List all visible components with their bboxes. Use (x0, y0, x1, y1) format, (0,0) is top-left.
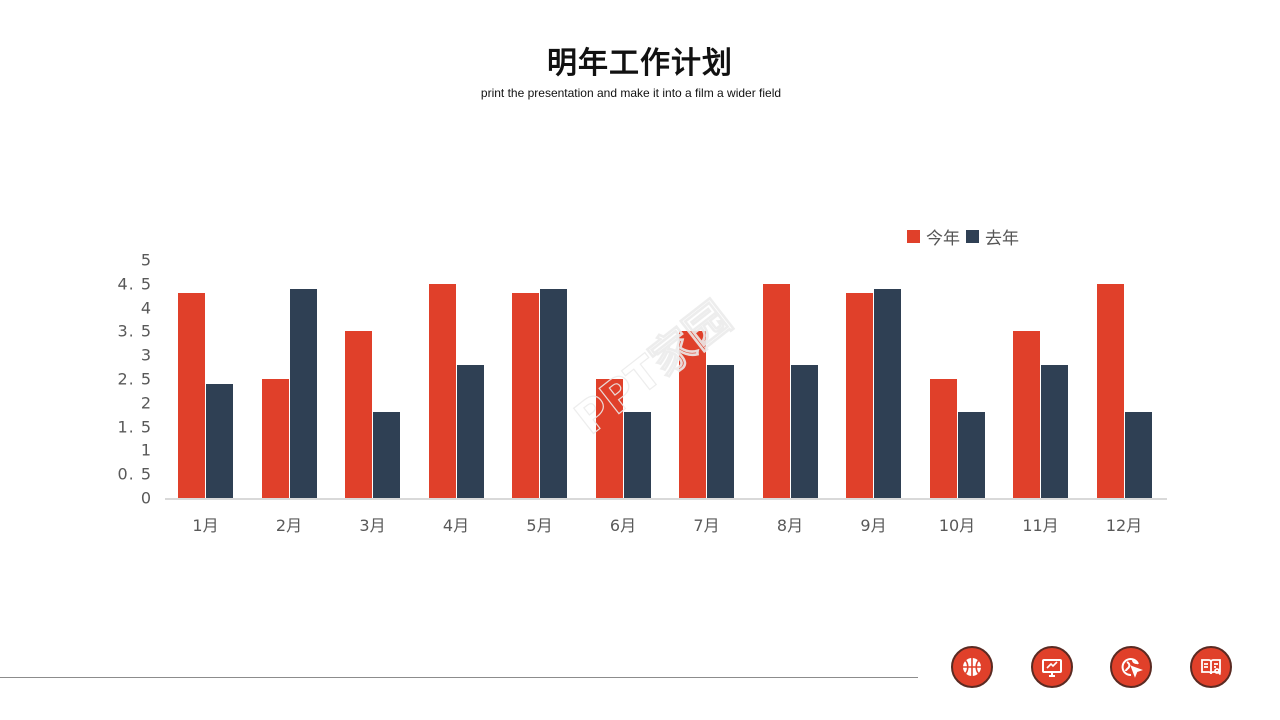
bar-previous (957, 412, 985, 498)
x-tick-label: 5月 (526, 516, 553, 535)
x-tick-label: 7月 (693, 516, 720, 535)
y-tick-label: 1 (140, 440, 152, 460)
bar-previous (790, 364, 818, 498)
x-tick-label: 4月 (442, 516, 470, 535)
legend-swatch-current (907, 230, 920, 243)
y-tick-label: 2 (140, 393, 152, 413)
legend-label-current: 今年 (926, 229, 960, 249)
x-tick-label: 2月 (275, 516, 303, 535)
bar-current (929, 379, 957, 498)
bar-previous (623, 412, 651, 498)
bar-current (428, 283, 456, 498)
y-tick-label: 4 (140, 298, 152, 318)
y-tick-label: 0. 5 (117, 464, 152, 484)
y-tick-label: 3. 5 (117, 321, 152, 341)
basketball-icon (963, 658, 981, 676)
x-tick-label: 10月 (938, 516, 976, 535)
bar-current (762, 283, 790, 498)
legend-item-previous: 去年 (966, 224, 1019, 249)
bar-current (261, 379, 289, 498)
bar-previous (1041, 364, 1068, 498)
bar-previous (874, 288, 901, 498)
footer-divider (0, 677, 918, 678)
legend-swatch-previous (966, 230, 979, 243)
x-tick-label: 9月 (860, 516, 887, 535)
bar-previous (456, 364, 484, 498)
bar-current (595, 379, 623, 498)
book-search-icon (1201, 659, 1222, 676)
bar-previous (373, 412, 400, 498)
bar-current (512, 293, 539, 498)
bar-current (1013, 331, 1040, 498)
page-title: 明年工作计划 (547, 46, 733, 81)
bar-current (178, 293, 205, 498)
bar-previous (206, 383, 233, 498)
bar-previous (289, 288, 317, 498)
page-subtitle: print the presentation and make it into … (480, 86, 782, 100)
bar-previous (707, 364, 734, 498)
x-tick-label: 3月 (359, 516, 386, 535)
chart-legend: 今年 去年 (907, 224, 1025, 249)
monitor-tools-icon (1042, 659, 1062, 677)
y-axis: 0 0. 5 1 1. 5 2 2. 5 3 3. 5 4 4. 5 5 (110, 250, 152, 510)
x-tick-label: 11月 (1022, 516, 1059, 535)
y-tick-label: 2. 5 (117, 369, 152, 389)
globe-cursor-button[interactable] (1110, 646, 1152, 688)
plot-area (165, 260, 1167, 498)
bar-current (679, 331, 706, 498)
bar-previous (1124, 412, 1152, 498)
bar-current (846, 293, 873, 498)
x-tick-label: 1月 (192, 516, 219, 535)
bar-current (345, 331, 372, 498)
y-tick-label: 3 (140, 345, 152, 365)
monitor-tools-button[interactable] (1031, 646, 1073, 688)
legend-item-current: 今年 (907, 224, 960, 249)
globe-cursor-icon (1121, 658, 1143, 678)
x-tick-label: 6月 (609, 516, 637, 535)
y-tick-label: 5 (140, 250, 152, 270)
x-tick-label: 12月 (1105, 516, 1143, 535)
legend-label-previous: 去年 (985, 229, 1019, 249)
bar-previous (540, 288, 567, 498)
x-tick-label: 8月 (776, 516, 804, 535)
y-tick-label: 0 (140, 488, 152, 508)
y-tick-label: 4. 5 (117, 274, 152, 294)
y-tick-label: 1. 5 (117, 417, 152, 437)
bar-current (1096, 283, 1124, 498)
book-search-button[interactable] (1190, 646, 1232, 688)
x-axis-line (165, 498, 1167, 500)
basketball-button[interactable] (951, 646, 993, 688)
